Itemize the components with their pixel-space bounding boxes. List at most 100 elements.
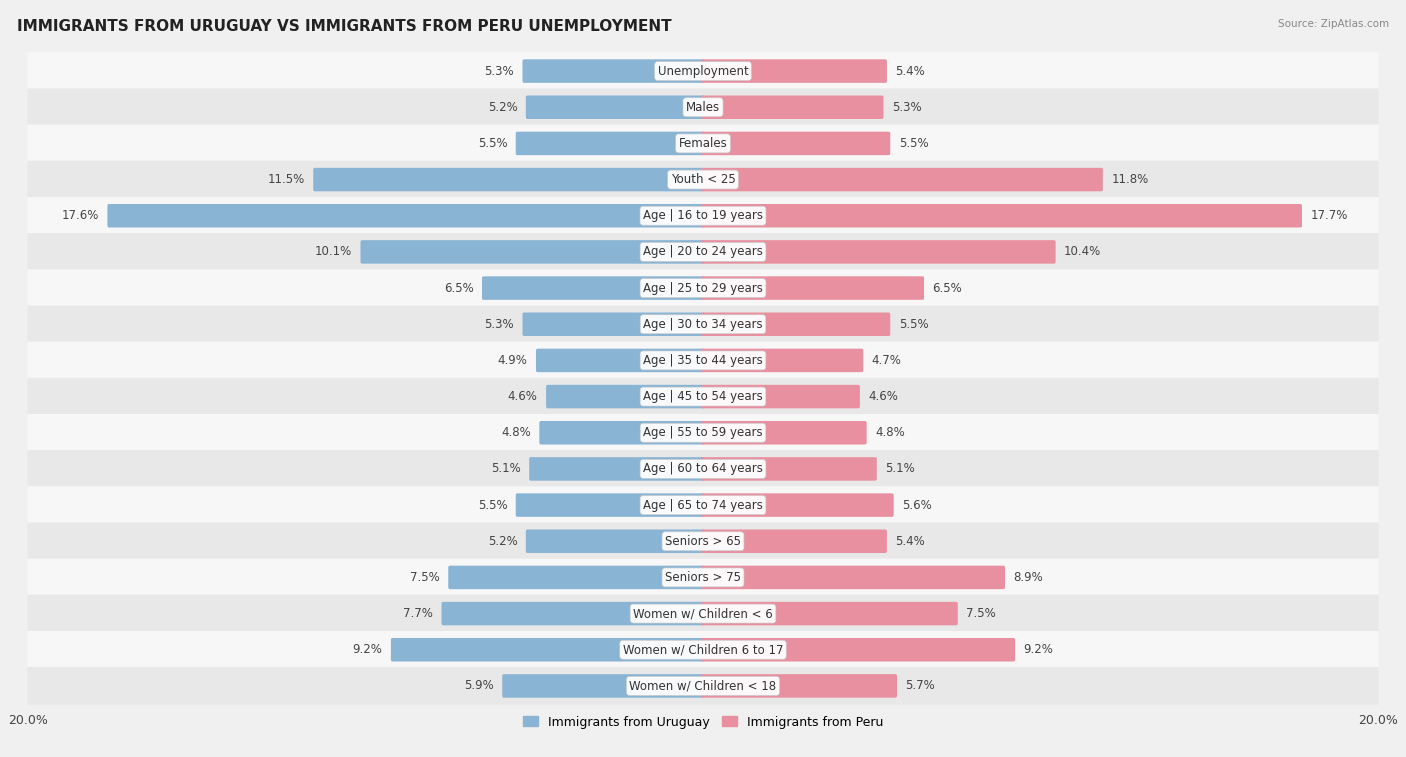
Text: Seniors > 75: Seniors > 75 (665, 571, 741, 584)
Text: Age | 30 to 34 years: Age | 30 to 34 years (643, 318, 763, 331)
Text: 4.8%: 4.8% (501, 426, 531, 439)
Text: 7.5%: 7.5% (411, 571, 440, 584)
FancyBboxPatch shape (28, 595, 1378, 632)
FancyBboxPatch shape (526, 529, 704, 553)
Text: Women w/ Children < 18: Women w/ Children < 18 (630, 680, 776, 693)
FancyBboxPatch shape (702, 565, 1005, 589)
FancyBboxPatch shape (529, 457, 704, 481)
FancyBboxPatch shape (28, 631, 1378, 668)
FancyBboxPatch shape (28, 414, 1378, 452)
Text: Males: Males (686, 101, 720, 114)
FancyBboxPatch shape (28, 667, 1378, 705)
Text: Age | 25 to 29 years: Age | 25 to 29 years (643, 282, 763, 294)
FancyBboxPatch shape (314, 168, 704, 192)
FancyBboxPatch shape (702, 276, 924, 300)
FancyBboxPatch shape (28, 341, 1378, 379)
Text: Women w/ Children < 6: Women w/ Children < 6 (633, 607, 773, 620)
FancyBboxPatch shape (702, 204, 1302, 228)
FancyBboxPatch shape (391, 638, 704, 662)
FancyBboxPatch shape (28, 160, 1378, 198)
FancyBboxPatch shape (702, 313, 890, 336)
Text: 7.7%: 7.7% (404, 607, 433, 620)
FancyBboxPatch shape (449, 565, 704, 589)
Text: 5.2%: 5.2% (488, 101, 517, 114)
FancyBboxPatch shape (516, 494, 704, 517)
FancyBboxPatch shape (28, 522, 1378, 560)
FancyBboxPatch shape (702, 240, 1056, 263)
FancyBboxPatch shape (441, 602, 704, 625)
Text: 4.9%: 4.9% (498, 354, 527, 367)
Text: Unemployment: Unemployment (658, 64, 748, 77)
Text: 4.6%: 4.6% (869, 390, 898, 403)
Text: 8.9%: 8.9% (1014, 571, 1043, 584)
FancyBboxPatch shape (546, 385, 704, 408)
Text: 5.4%: 5.4% (896, 534, 925, 548)
Text: 5.3%: 5.3% (485, 64, 515, 77)
Text: 5.7%: 5.7% (905, 680, 935, 693)
FancyBboxPatch shape (702, 638, 1015, 662)
Text: 10.4%: 10.4% (1064, 245, 1101, 258)
FancyBboxPatch shape (702, 529, 887, 553)
Text: Age | 16 to 19 years: Age | 16 to 19 years (643, 209, 763, 223)
Text: 10.1%: 10.1% (315, 245, 352, 258)
FancyBboxPatch shape (702, 385, 860, 408)
FancyBboxPatch shape (28, 378, 1378, 416)
Text: 5.2%: 5.2% (488, 534, 517, 548)
FancyBboxPatch shape (540, 421, 704, 444)
FancyBboxPatch shape (28, 125, 1378, 162)
Text: 5.1%: 5.1% (491, 463, 520, 475)
FancyBboxPatch shape (28, 197, 1378, 235)
FancyBboxPatch shape (28, 52, 1378, 90)
Text: Youth < 25: Youth < 25 (671, 173, 735, 186)
Text: Females: Females (679, 137, 727, 150)
Text: 11.8%: 11.8% (1111, 173, 1149, 186)
Text: 17.6%: 17.6% (62, 209, 98, 223)
FancyBboxPatch shape (502, 674, 704, 698)
Text: 5.4%: 5.4% (896, 64, 925, 77)
FancyBboxPatch shape (28, 450, 1378, 488)
Text: Age | 45 to 54 years: Age | 45 to 54 years (643, 390, 763, 403)
FancyBboxPatch shape (702, 168, 1102, 192)
Text: 4.7%: 4.7% (872, 354, 901, 367)
FancyBboxPatch shape (702, 349, 863, 372)
Legend: Immigrants from Uruguay, Immigrants from Peru: Immigrants from Uruguay, Immigrants from… (517, 711, 889, 734)
FancyBboxPatch shape (702, 59, 887, 83)
Text: Age | 35 to 44 years: Age | 35 to 44 years (643, 354, 763, 367)
Text: 9.2%: 9.2% (353, 643, 382, 656)
Text: Age | 20 to 24 years: Age | 20 to 24 years (643, 245, 763, 258)
Text: 5.5%: 5.5% (898, 318, 928, 331)
Text: Age | 65 to 74 years: Age | 65 to 74 years (643, 499, 763, 512)
Text: 6.5%: 6.5% (932, 282, 962, 294)
Text: 5.1%: 5.1% (886, 463, 915, 475)
FancyBboxPatch shape (28, 89, 1378, 126)
Text: 5.9%: 5.9% (464, 680, 494, 693)
Text: 6.5%: 6.5% (444, 282, 474, 294)
FancyBboxPatch shape (28, 269, 1378, 307)
FancyBboxPatch shape (28, 305, 1378, 343)
FancyBboxPatch shape (28, 486, 1378, 524)
Text: 5.3%: 5.3% (891, 101, 921, 114)
Text: 5.5%: 5.5% (478, 499, 508, 512)
Text: 17.7%: 17.7% (1310, 209, 1348, 223)
Text: Seniors > 65: Seniors > 65 (665, 534, 741, 548)
FancyBboxPatch shape (360, 240, 704, 263)
FancyBboxPatch shape (536, 349, 704, 372)
Text: 4.6%: 4.6% (508, 390, 537, 403)
FancyBboxPatch shape (526, 95, 704, 119)
Text: Age | 55 to 59 years: Age | 55 to 59 years (643, 426, 763, 439)
FancyBboxPatch shape (702, 602, 957, 625)
FancyBboxPatch shape (523, 313, 704, 336)
FancyBboxPatch shape (702, 132, 890, 155)
FancyBboxPatch shape (702, 494, 894, 517)
FancyBboxPatch shape (523, 59, 704, 83)
FancyBboxPatch shape (702, 457, 877, 481)
Text: 11.5%: 11.5% (267, 173, 305, 186)
FancyBboxPatch shape (702, 674, 897, 698)
FancyBboxPatch shape (28, 233, 1378, 271)
Text: Age | 60 to 64 years: Age | 60 to 64 years (643, 463, 763, 475)
Text: 9.2%: 9.2% (1024, 643, 1053, 656)
FancyBboxPatch shape (107, 204, 704, 228)
Text: 5.3%: 5.3% (485, 318, 515, 331)
FancyBboxPatch shape (28, 559, 1378, 597)
Text: IMMIGRANTS FROM URUGUAY VS IMMIGRANTS FROM PERU UNEMPLOYMENT: IMMIGRANTS FROM URUGUAY VS IMMIGRANTS FR… (17, 19, 672, 34)
